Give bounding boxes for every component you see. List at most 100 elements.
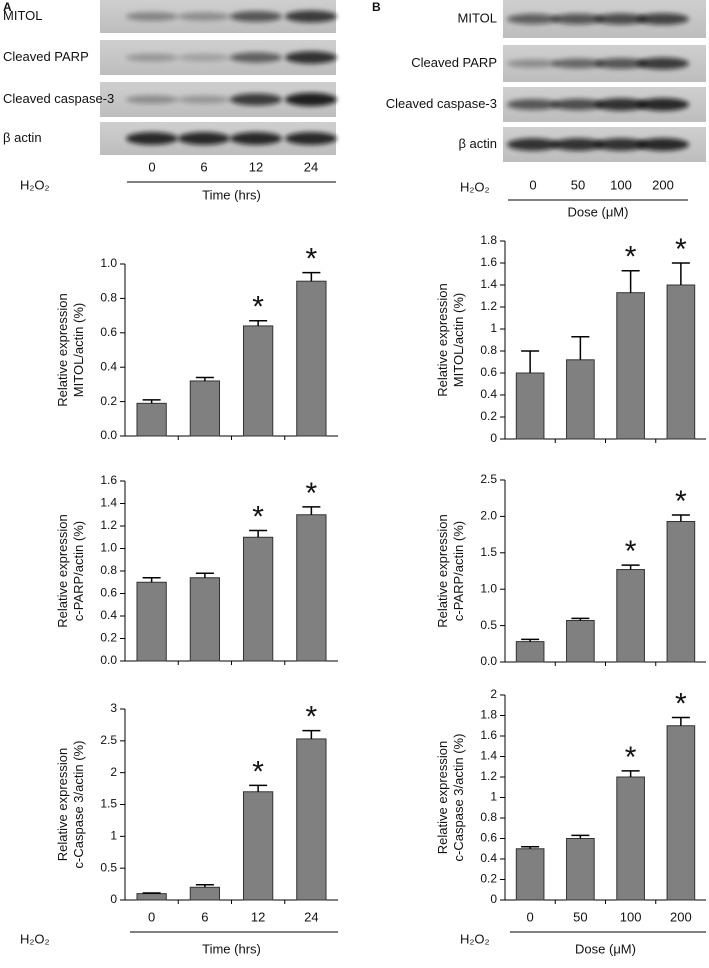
blot-band	[230, 52, 282, 63]
blot-band	[637, 138, 689, 151]
bar	[189, 886, 221, 901]
error-bar	[195, 376, 214, 381]
bar	[296, 280, 327, 437]
y-axis-label-line: Relative expression	[55, 293, 70, 406]
y-tick-label: 0	[490, 892, 497, 906]
error-bar	[142, 399, 161, 404]
condition-label: 200	[652, 177, 674, 192]
y-tick-label: 1.2	[480, 769, 497, 783]
bar	[666, 284, 696, 440]
band-label: Cleaved caspase-3	[386, 96, 497, 111]
y-tick-label: 2.5	[480, 472, 497, 486]
blot-band	[507, 138, 559, 151]
error-bar	[621, 564, 640, 570]
x-tick-label: 0	[527, 909, 534, 924]
y-tick-label: 1.4	[480, 749, 497, 763]
blot-band	[178, 12, 230, 21]
y-axis-label-line: c-PARP/actin (%)	[71, 521, 86, 621]
condition-label: 0	[529, 177, 536, 192]
y-tick-label: 1.0	[480, 581, 497, 595]
error-bar	[571, 335, 590, 360]
error-bar	[621, 770, 640, 777]
y-tick-label: 0.5	[100, 860, 117, 874]
error-bar	[521, 350, 540, 373]
error-bar	[571, 617, 590, 621]
y-axis-label-line: c-PARP/actin (%)	[451, 521, 466, 621]
x-tick-label: 200	[670, 909, 692, 924]
y-tick-label: 1.0	[100, 541, 117, 555]
error-bar	[521, 638, 540, 642]
significance-mark: *	[625, 241, 637, 274]
bar	[136, 402, 167, 437]
condition-label: 6	[200, 159, 207, 174]
significance-mark: *	[306, 243, 318, 276]
y-tick-label: 0.6	[100, 586, 117, 600]
y-tick-label: 1.6	[100, 473, 117, 487]
x-tick-label: 100	[620, 909, 642, 924]
error-bar	[621, 269, 640, 293]
blot-band	[230, 132, 282, 145]
error-bar	[302, 271, 321, 282]
y-tick-label: 0.8	[480, 343, 497, 357]
significance-mark: *	[625, 535, 637, 568]
significance-mark: *	[675, 687, 687, 720]
blot-band	[285, 10, 337, 23]
band-label: Cleaved PARP	[3, 49, 89, 64]
error-bar	[249, 529, 268, 538]
blot-band	[178, 95, 230, 104]
panel-label: A	[3, 0, 12, 14]
bar	[616, 292, 645, 440]
x-tick-label: 0	[148, 909, 155, 924]
y-tick-label: 0.6	[480, 365, 497, 379]
y-axis-label-line: Relative expression	[435, 283, 450, 396]
significance-mark: *	[252, 500, 264, 533]
bar	[296, 738, 327, 901]
x-tick-label: 12	[251, 909, 265, 924]
band-label: β actin	[458, 136, 497, 151]
bar	[189, 577, 221, 662]
bar	[296, 514, 327, 662]
x-axis-label: Time (hrs)	[202, 941, 261, 956]
y-tick-label: 1.2	[480, 299, 497, 313]
blot-band	[126, 95, 178, 104]
bar	[515, 641, 545, 663]
band-label: Cleaved caspase-3	[3, 91, 114, 106]
y-axis-label-line: Relative expression	[435, 514, 450, 627]
significance-mark: *	[306, 701, 318, 734]
y-axis-label: Relative expressionMITOL/actin (%)	[55, 293, 86, 406]
error-bar	[249, 784, 268, 792]
y-tick-label: 0	[490, 431, 497, 445]
blot-band	[637, 98, 689, 111]
bar	[566, 620, 595, 663]
bar	[566, 838, 595, 901]
condition-label: 0	[148, 159, 155, 174]
blot-band	[178, 132, 230, 145]
error-bar	[142, 892, 161, 894]
blot-band	[552, 58, 604, 69]
y-tick-label: 1	[490, 790, 497, 804]
treatment-label: H₂O₂	[20, 177, 50, 192]
blot-band	[285, 51, 337, 64]
y-axis-label: Relative expressionc-PARP/actin (%)	[55, 514, 86, 627]
y-axis-label: Relative expressionc-Caspase 3/actin (%)	[55, 741, 86, 869]
blot-band	[507, 99, 559, 110]
blot-band	[552, 13, 604, 25]
y-axis-label-line: MITOL/actin (%)	[71, 303, 86, 397]
error-bar	[302, 729, 321, 739]
blot-band	[637, 13, 689, 25]
blot-band	[285, 132, 337, 145]
y-tick-label: 0.8	[100, 291, 117, 305]
blot-band	[552, 138, 604, 151]
blot-band	[285, 92, 337, 107]
y-tick-label: 0.0	[100, 428, 117, 442]
y-tick-label: 0.8	[480, 810, 497, 824]
significance-mark: *	[675, 485, 687, 518]
x-tick-label: 24	[304, 909, 318, 924]
y-tick-label: 1.5	[480, 545, 497, 559]
bar	[515, 848, 545, 901]
error-bar	[671, 514, 690, 522]
treatment-label: H₂O₂	[20, 931, 50, 946]
error-bar	[302, 506, 321, 515]
y-axis-label-line: MITOL/actin (%)	[451, 293, 466, 387]
